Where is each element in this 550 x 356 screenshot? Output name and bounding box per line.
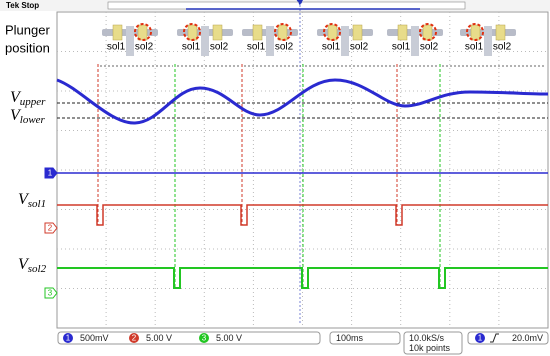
status-box — [57, 331, 321, 345]
channel-dot — [199, 333, 209, 343]
symbol: V — [10, 89, 22, 106]
subscript: upper — [20, 96, 46, 108]
subscript: lower — [20, 114, 46, 126]
trigger-marker — [296, 0, 304, 325]
plunger — [323, 23, 341, 41]
coil-label: sol2 — [350, 42, 369, 53]
rod-stem — [126, 26, 134, 56]
rod-stem — [201, 26, 209, 56]
record-length: 10k points — [409, 343, 451, 353]
record-bar — [107, 1, 466, 10]
trigger-slope — [490, 333, 499, 343]
plunger — [134, 23, 152, 41]
coil — [397, 24, 408, 41]
plunger — [274, 23, 292, 41]
channel-id: 2 — [48, 224, 53, 233]
channel-scale: 5.00 V — [146, 333, 172, 343]
channel-flag — [44, 222, 58, 234]
rod-stem — [266, 26, 274, 56]
plunger-icons: sol1 sol2 sol1 sol2 sol1 sol2 sol1 sol2 sol1 sol2… — [102, 23, 516, 56]
coil — [252, 24, 263, 41]
sol1-trace — [57, 204, 548, 226]
channel-markers: 1 2 3 — [44, 167, 58, 299]
channel-flag — [44, 167, 58, 179]
coil — [112, 24, 123, 41]
timebase: 100ms — [336, 333, 364, 343]
status-box — [329, 331, 401, 345]
coil-label: sol2 — [275, 42, 294, 53]
v-sol2-label: Vsol2 — [18, 256, 47, 275]
coil-label: sol1 — [392, 42, 411, 53]
plunger — [419, 23, 437, 41]
rod-stem — [341, 26, 349, 56]
plunger — [183, 23, 201, 41]
sample-rate: 10.0kS/s — [409, 333, 445, 343]
status: Tek Stop — [6, 1, 39, 10]
sol2-trace — [57, 267, 548, 289]
coil-label: sol1 — [182, 42, 201, 53]
coil — [470, 24, 481, 41]
channel-flag — [44, 287, 58, 299]
v-upper-label: Vupper — [10, 89, 46, 108]
coil-label: sol2 — [210, 42, 229, 53]
status-box — [403, 331, 463, 355]
interval-arrows — [97, 64, 546, 288]
coil-label: sol2 — [493, 42, 512, 53]
position-trace — [56, 78, 549, 125]
symbol: V — [18, 191, 30, 208]
plunger-label: position — [5, 40, 50, 55]
coil — [327, 24, 338, 41]
coil-label: sol2 — [420, 42, 439, 53]
coil — [277, 24, 288, 41]
coil-label: sol1 — [322, 42, 341, 53]
trigger-level: 20.0mV — [512, 333, 543, 343]
v-lower-label: Vlower — [10, 107, 46, 126]
plunger — [466, 23, 484, 41]
channel-id: 3 — [48, 289, 53, 298]
symbol: V — [18, 256, 30, 273]
symbol: V — [10, 107, 22, 124]
status-box — [467, 331, 549, 345]
channel-id: 3 — [202, 334, 207, 343]
channel-scale: 500mV — [80, 333, 109, 343]
plunger-label: Plunger — [5, 22, 50, 37]
subscript: sol1 — [28, 198, 46, 210]
channel-dot — [63, 333, 73, 343]
subscript: sol2 — [28, 263, 47, 275]
coil-label: sol2 — [135, 42, 154, 53]
channel-scale: 5.00 V — [216, 333, 242, 343]
channel-dot — [475, 333, 485, 343]
coil — [352, 24, 363, 41]
rod-stem — [411, 26, 419, 56]
coil — [495, 24, 506, 41]
coil — [137, 24, 148, 41]
channel-id: 1 — [66, 334, 71, 343]
channel-id: 1 — [48, 169, 53, 178]
coil-label: sol1 — [247, 42, 266, 53]
channel-dot — [129, 333, 139, 343]
rod-stem — [484, 26, 492, 56]
v-sol1-label: Vsol1 — [18, 191, 46, 210]
coil — [187, 24, 198, 41]
coil-label: sol1 — [107, 42, 126, 53]
coil — [422, 24, 433, 41]
coil — [212, 24, 223, 41]
channel-id: 1 — [478, 334, 483, 343]
coil-label: sol1 — [465, 42, 484, 53]
channel-id: 2 — [132, 334, 137, 343]
